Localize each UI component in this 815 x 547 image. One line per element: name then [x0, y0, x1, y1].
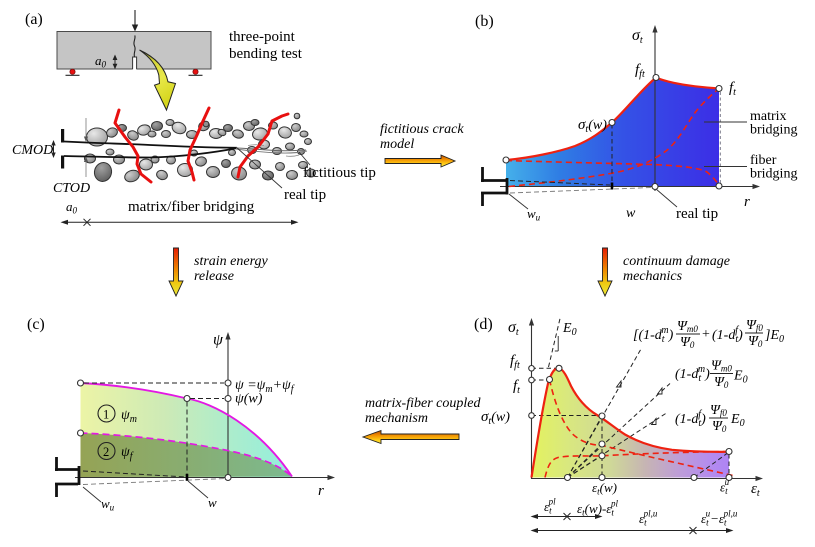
svg-text:+: +: [702, 327, 710, 342]
svg-text:fictitious tip: fictitious tip: [303, 165, 376, 181]
svg-text:ψ(w): ψ(w): [235, 392, 263, 407]
svg-text:E0: E0: [730, 412, 745, 429]
svg-text:mechanism: mechanism: [365, 411, 428, 426]
svg-text:ft: ft: [729, 80, 736, 98]
svg-text:three-point: three-point: [229, 29, 296, 45]
svg-text:Ψm0: Ψm0: [711, 359, 732, 374]
svg-text:wu: wu: [527, 206, 541, 223]
svg-text:matrix: matrix: [750, 109, 787, 124]
svg-text:(1-dtm): (1-dtm): [675, 364, 710, 384]
svg-text:real tip: real tip: [284, 187, 326, 203]
svg-text:E0: E0: [562, 321, 577, 338]
svg-text:]E0: ]E0: [764, 328, 784, 345]
svg-text:bending test: bending test: [229, 46, 303, 62]
svg-text:εtu: εtu: [720, 477, 730, 496]
svg-text:matrix-fiber coupled: matrix-fiber coupled: [365, 396, 481, 411]
svg-text:ψ =ψm+ψf: ψ =ψm+ψf: [235, 378, 295, 395]
svg-text:continuum damage: continuum damage: [623, 254, 730, 269]
svg-text:real tip: real tip: [676, 206, 718, 222]
svg-text:fiber: fiber: [750, 153, 777, 168]
svg-text:CMOD: CMOD: [12, 143, 53, 158]
svg-text:1: 1: [103, 408, 109, 422]
svg-text:σt(w): σt(w): [481, 409, 510, 427]
svg-text:εtpl: εtpl: [544, 497, 556, 516]
svg-text:(a): (a): [25, 11, 43, 28]
svg-text:bridging: bridging: [750, 167, 797, 182]
svg-text:release: release: [194, 269, 234, 284]
svg-text:ψ: ψ: [213, 332, 224, 349]
svg-text:a0: a0: [95, 53, 107, 70]
svg-text:εtpl,u: εtpl,u: [639, 509, 658, 528]
svg-text:w: w: [208, 495, 217, 510]
svg-text:(c): (c): [27, 316, 45, 333]
svg-text:(b): (b): [475, 13, 494, 30]
svg-text:wu: wu: [101, 496, 115, 513]
svg-text:mechanics: mechanics: [623, 269, 683, 284]
svg-text:r: r: [744, 194, 750, 210]
svg-text:εtu−εtpl,u: εtu−εtpl,u: [701, 509, 738, 528]
svg-text:(1-dtf): (1-dtf): [675, 409, 706, 429]
svg-text:E0: E0: [733, 369, 748, 386]
svg-text:w: w: [626, 206, 636, 221]
svg-text:Ψm0: Ψm0: [677, 319, 698, 334]
svg-text:strain energy: strain energy: [194, 254, 269, 269]
svg-text:σt(w): σt(w): [578, 117, 607, 135]
svg-text:(1-dtf): (1-dtf): [712, 325, 743, 345]
svg-text:Ψf0: Ψf0: [746, 318, 763, 333]
svg-text:(d): (d): [474, 316, 493, 333]
svg-text:model: model: [380, 137, 414, 152]
svg-text:εt(w): εt(w): [592, 480, 617, 497]
svg-text:σt: σt: [632, 27, 643, 46]
svg-text:εt: εt: [751, 481, 760, 499]
svg-text:CTOD: CTOD: [53, 181, 90, 196]
svg-text:Ψ0: Ψ0: [714, 375, 729, 390]
svg-text:2: 2: [103, 445, 109, 459]
svg-text:matrix/fiber bridging: matrix/fiber bridging: [128, 199, 255, 215]
svg-text:Ψf0: Ψf0: [710, 403, 727, 418]
svg-text:r: r: [318, 483, 324, 499]
svg-text:Ψ0: Ψ0: [712, 419, 727, 434]
svg-text:Ψ0: Ψ0: [680, 335, 695, 350]
svg-text:fft: fft: [635, 62, 645, 80]
svg-text:a0: a0: [66, 199, 78, 216]
svg-text:ft: ft: [513, 378, 520, 396]
svg-text:fictitious crack: fictitious crack: [380, 122, 464, 137]
svg-text:[(1-dtm): [(1-dtm): [633, 325, 674, 345]
svg-text:Ψ0: Ψ0: [748, 334, 763, 349]
svg-text:σt: σt: [508, 319, 519, 338]
svg-text:bridging: bridging: [750, 123, 797, 138]
svg-text:fft: fft: [510, 353, 520, 371]
svg-text:εt(w)-εtpl: εt(w)-εtpl: [577, 499, 618, 518]
